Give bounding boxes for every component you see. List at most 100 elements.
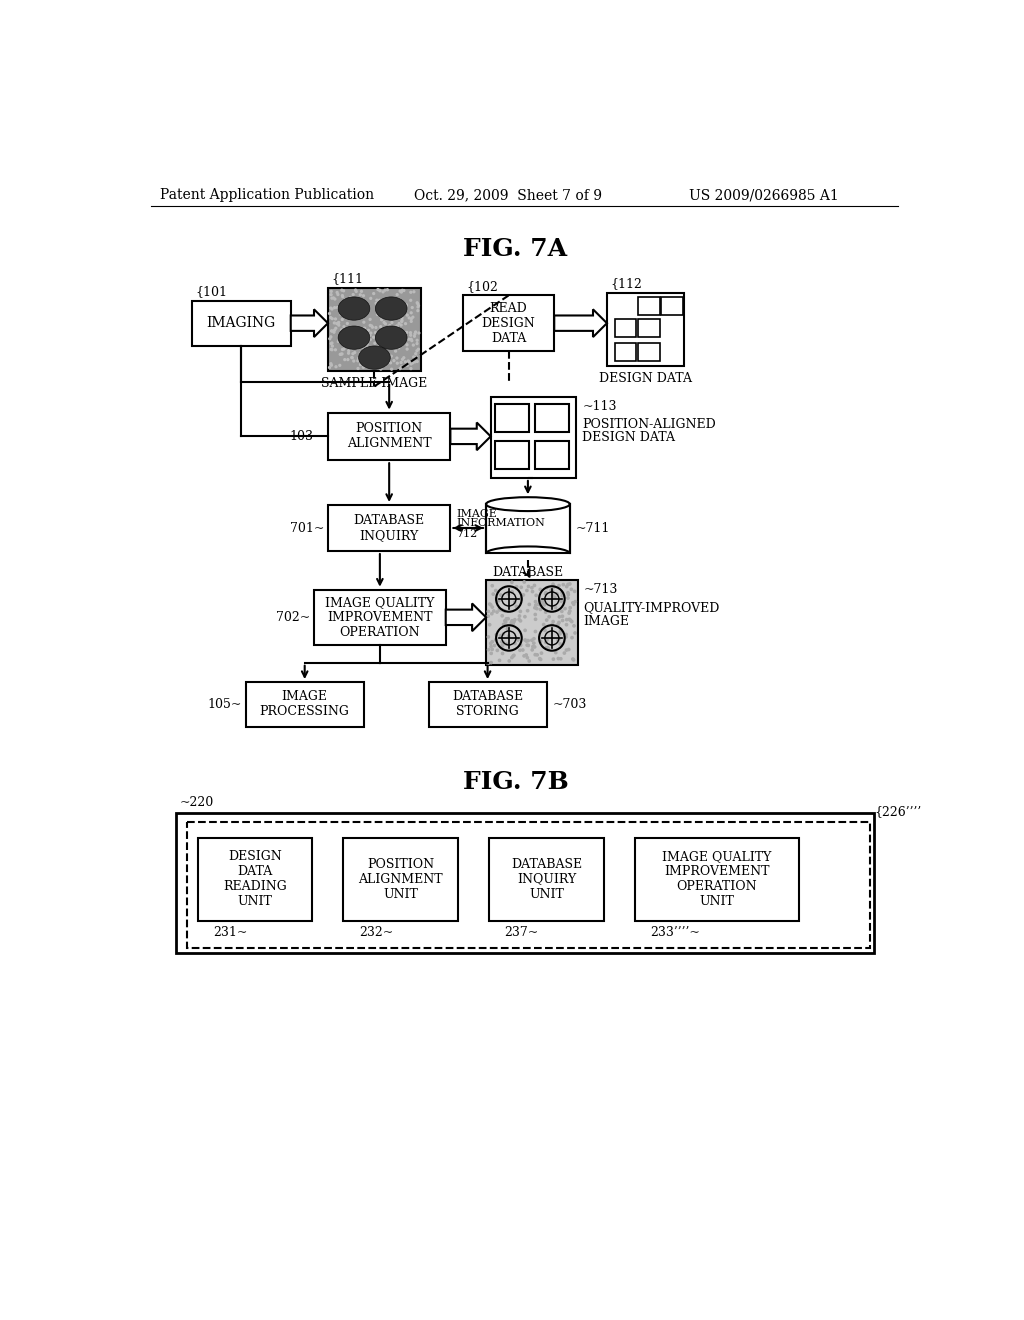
Circle shape	[416, 339, 418, 341]
Circle shape	[572, 624, 575, 627]
Circle shape	[382, 345, 383, 346]
Circle shape	[489, 603, 492, 606]
Circle shape	[528, 603, 530, 606]
Circle shape	[511, 590, 513, 593]
Circle shape	[340, 313, 342, 315]
Circle shape	[394, 305, 396, 306]
Circle shape	[381, 313, 382, 315]
Circle shape	[513, 620, 515, 623]
Bar	[191, 301, 291, 346]
Circle shape	[410, 368, 412, 370]
Circle shape	[561, 615, 563, 618]
Ellipse shape	[376, 297, 407, 321]
Circle shape	[369, 335, 370, 337]
Circle shape	[388, 330, 390, 331]
Circle shape	[572, 659, 574, 661]
Circle shape	[331, 330, 333, 333]
Circle shape	[518, 615, 520, 618]
Circle shape	[330, 348, 332, 350]
Circle shape	[572, 603, 574, 606]
Circle shape	[411, 362, 413, 363]
Circle shape	[346, 335, 348, 337]
Circle shape	[574, 601, 577, 603]
Circle shape	[390, 355, 392, 358]
Text: {111: {111	[332, 272, 364, 285]
Circle shape	[541, 652, 543, 655]
Circle shape	[568, 610, 571, 612]
Circle shape	[407, 364, 409, 366]
Circle shape	[388, 338, 390, 341]
Circle shape	[388, 329, 390, 330]
Circle shape	[558, 615, 560, 618]
Circle shape	[347, 310, 349, 312]
Circle shape	[397, 347, 399, 348]
Circle shape	[520, 586, 522, 589]
Circle shape	[338, 325, 340, 326]
Circle shape	[492, 640, 494, 643]
Bar	[662, 297, 683, 315]
Circle shape	[552, 594, 554, 597]
Circle shape	[340, 354, 342, 355]
Circle shape	[370, 318, 371, 321]
Circle shape	[525, 589, 528, 591]
Circle shape	[334, 329, 336, 331]
Circle shape	[383, 334, 385, 335]
Circle shape	[335, 366, 337, 368]
Circle shape	[412, 362, 414, 364]
Circle shape	[560, 657, 562, 660]
Circle shape	[402, 339, 404, 341]
Circle shape	[375, 362, 377, 363]
Circle shape	[385, 315, 387, 318]
Circle shape	[534, 645, 536, 648]
Circle shape	[492, 606, 494, 609]
Bar	[314, 590, 445, 645]
Circle shape	[413, 356, 415, 358]
Circle shape	[552, 657, 555, 660]
Circle shape	[411, 312, 412, 314]
Circle shape	[336, 322, 338, 325]
Circle shape	[408, 338, 410, 341]
Circle shape	[414, 360, 416, 363]
Circle shape	[506, 628, 509, 630]
Circle shape	[389, 326, 390, 329]
Circle shape	[535, 618, 537, 620]
Circle shape	[547, 647, 549, 648]
Circle shape	[399, 368, 400, 370]
Circle shape	[525, 640, 527, 642]
Circle shape	[488, 623, 490, 626]
Circle shape	[380, 300, 382, 302]
Circle shape	[394, 350, 396, 352]
Circle shape	[399, 290, 401, 292]
Circle shape	[346, 322, 348, 325]
Circle shape	[382, 290, 384, 293]
Text: ~711: ~711	[575, 523, 610, 536]
Circle shape	[418, 305, 420, 306]
Circle shape	[526, 644, 528, 647]
Circle shape	[376, 300, 378, 301]
Circle shape	[337, 306, 338, 309]
Circle shape	[558, 622, 560, 623]
Circle shape	[342, 338, 344, 341]
Circle shape	[493, 610, 495, 612]
Circle shape	[373, 347, 375, 348]
Circle shape	[415, 352, 417, 355]
Circle shape	[559, 631, 561, 632]
Circle shape	[525, 653, 527, 656]
Text: IMAGE QUALITY
IMPROVEMENT
OPERATION
UNIT: IMAGE QUALITY IMPROVEMENT OPERATION UNIT	[663, 850, 772, 908]
Circle shape	[416, 356, 418, 358]
Circle shape	[389, 343, 391, 346]
Circle shape	[388, 310, 390, 312]
Circle shape	[378, 348, 380, 350]
Circle shape	[365, 314, 367, 315]
Circle shape	[402, 313, 404, 315]
Ellipse shape	[338, 326, 370, 350]
Circle shape	[519, 644, 522, 647]
Bar	[328, 288, 421, 371]
Circle shape	[334, 322, 335, 323]
Circle shape	[402, 289, 404, 292]
Circle shape	[532, 642, 535, 644]
Circle shape	[341, 318, 343, 321]
Circle shape	[351, 348, 353, 350]
Circle shape	[370, 297, 372, 300]
Circle shape	[573, 590, 575, 593]
